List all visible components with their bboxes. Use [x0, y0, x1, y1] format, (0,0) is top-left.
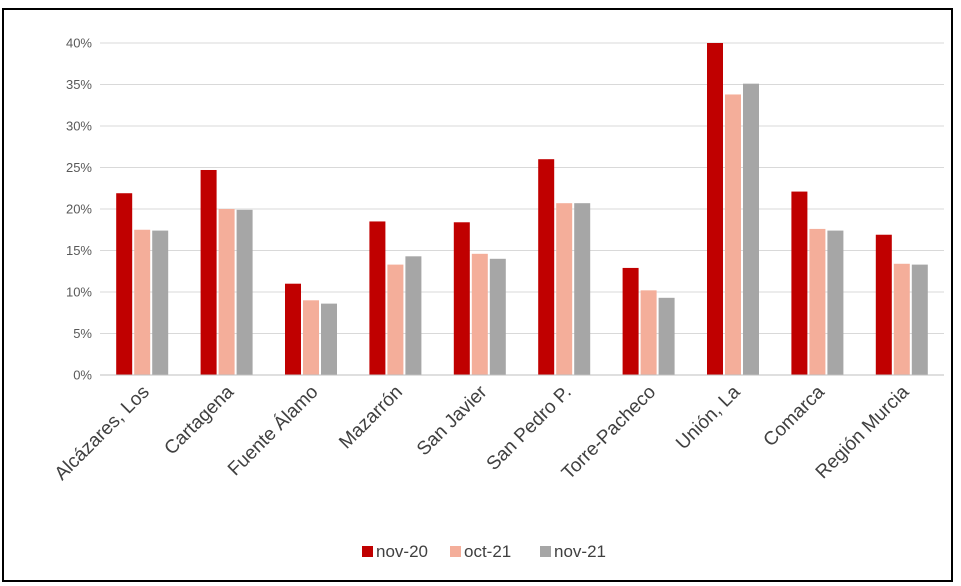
bar-nov-20	[875, 234, 892, 375]
bar-nov-21	[405, 256, 422, 375]
bar-oct-21	[893, 263, 910, 375]
y-tick-label: 10%	[66, 285, 92, 300]
bar-nov-20	[369, 221, 386, 375]
bar-nov-21	[658, 297, 675, 375]
bar-nov-21	[489, 258, 506, 375]
y-tick-label: 25%	[66, 160, 92, 175]
x-tick-label: Comarca	[760, 381, 830, 451]
y-tick-label: 15%	[66, 243, 92, 258]
x-tick-label: San Javier	[413, 381, 492, 460]
bar-oct-21	[303, 300, 319, 375]
legend-swatch	[362, 546, 373, 557]
x-tick-label: Cartagena	[161, 381, 239, 459]
y-tick-label: 30%	[66, 119, 92, 134]
bar-nov-21	[152, 230, 169, 375]
bar-oct-21	[809, 228, 826, 375]
legend-swatch	[450, 546, 461, 557]
y-tick-label: 0%	[73, 368, 92, 383]
bar-nov-20	[116, 193, 133, 375]
legend: nov-20 oct-21 nov-21	[362, 542, 606, 561]
y-axis-ticks: 0% 5% 10% 15% 20% 25% 30% 35% 40%	[66, 36, 92, 383]
bar-nov-20	[622, 267, 639, 375]
x-tick-label: Mazarrón	[335, 382, 407, 454]
bar-nov-20	[791, 191, 808, 375]
bar-nov-21	[574, 203, 591, 375]
bar-nov-21	[236, 209, 253, 375]
bar-nov-20	[707, 43, 723, 375]
legend-label: oct-21	[464, 542, 511, 561]
bar-oct-21	[725, 94, 741, 376]
bar-nov-20	[538, 159, 555, 375]
bar-oct-21	[471, 253, 488, 375]
bars	[116, 43, 928, 376]
bar-oct-21	[218, 209, 235, 375]
x-tick-label: Unión, La	[672, 381, 745, 454]
y-tick-label: 5%	[73, 326, 92, 341]
bar-oct-21	[640, 290, 657, 375]
bar-nov-21	[911, 264, 928, 375]
legend-swatch	[540, 546, 551, 557]
bar-nov-21	[743, 83, 759, 376]
x-tick-label: Fuente Álamo	[224, 382, 322, 480]
x-tick-label: Alcázares, Los	[51, 382, 154, 485]
legend-label: nov-20	[376, 542, 428, 561]
bar-nov-21	[827, 230, 844, 375]
legend-label: nov-21	[554, 542, 606, 561]
bar-nov-20	[285, 283, 301, 375]
bar-oct-21	[556, 203, 573, 375]
bar-nov-20	[200, 169, 217, 375]
y-tick-label: 40%	[66, 36, 92, 51]
y-tick-label: 35%	[66, 77, 92, 92]
bar-nov-20	[453, 222, 470, 375]
y-tick-label: 20%	[66, 202, 92, 217]
bar-nov-21	[321, 303, 337, 375]
bar-oct-21	[387, 264, 404, 375]
x-tick-label: San Pedro P.	[483, 382, 576, 475]
bar-oct-21	[134, 229, 151, 375]
